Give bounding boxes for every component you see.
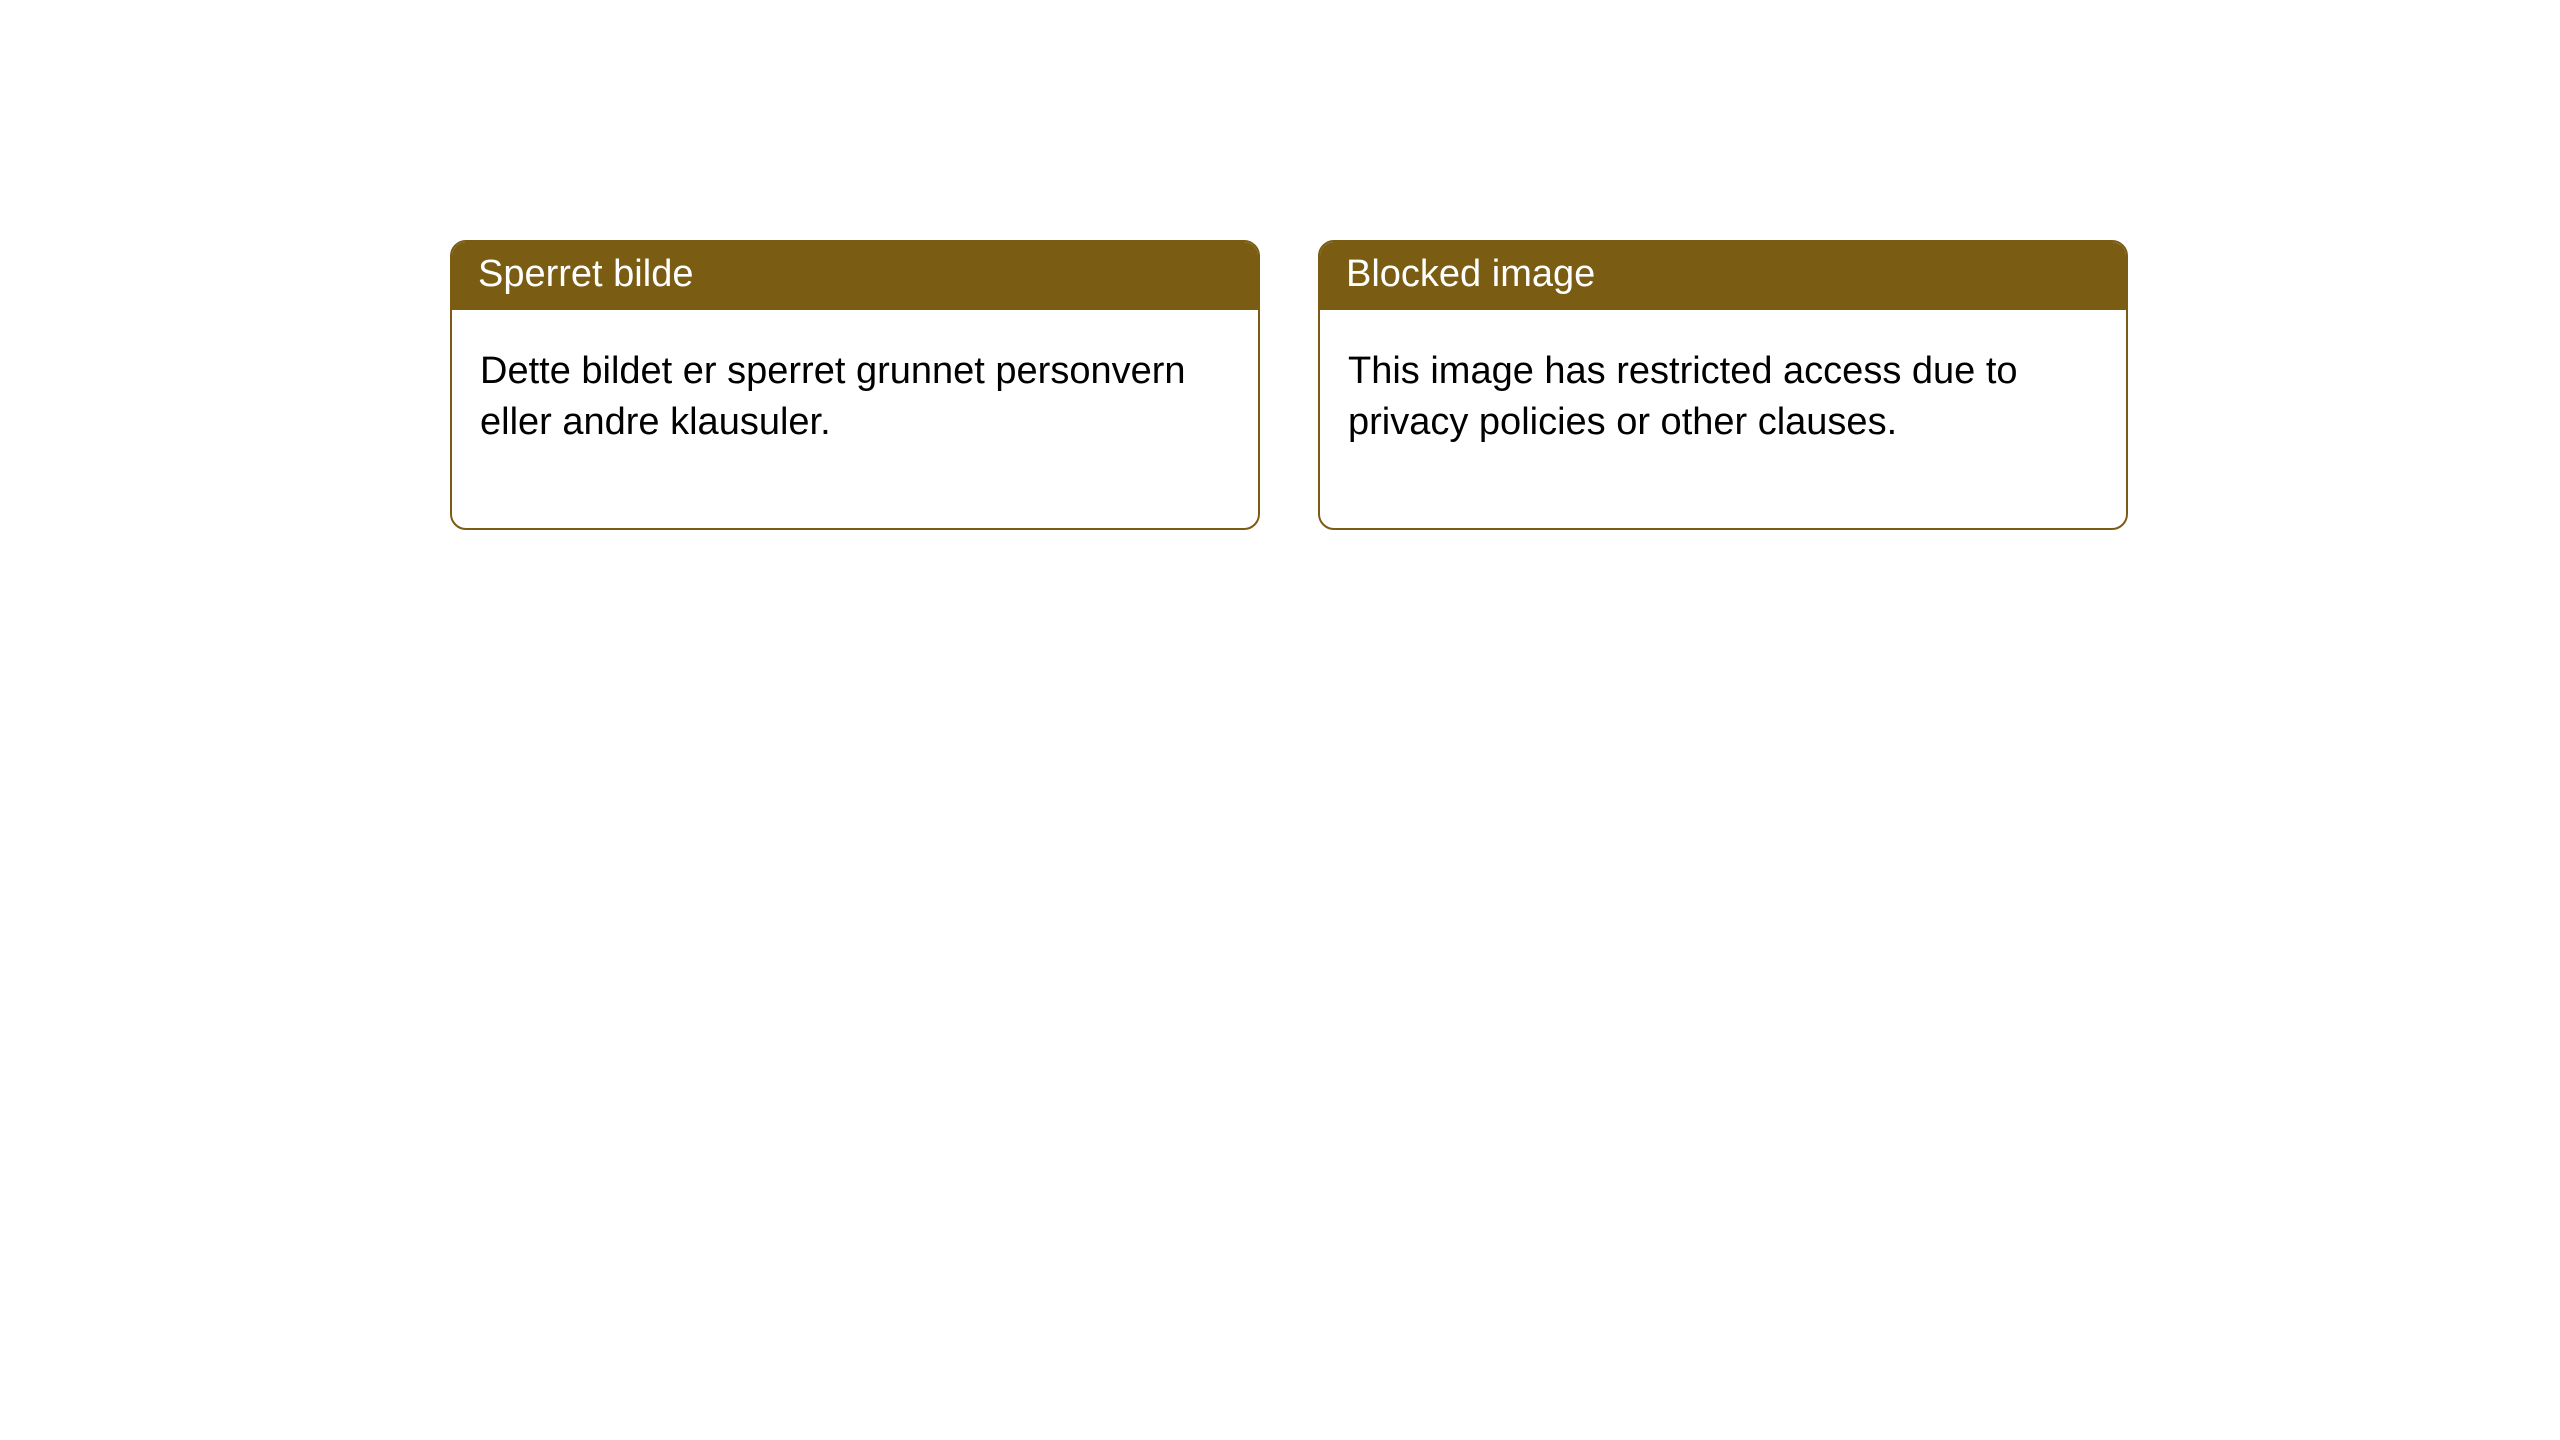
notice-box-norwegian: Sperret bilde Dette bildet er sperret gr… bbox=[450, 240, 1260, 530]
notice-body-norwegian: Dette bildet er sperret grunnet personve… bbox=[480, 346, 1200, 449]
notice-title-english: Blocked image bbox=[1320, 242, 2126, 310]
notice-body-norwegian-wrap: Dette bildet er sperret grunnet personve… bbox=[452, 310, 1258, 529]
notice-body-english: This image has restricted access due to … bbox=[1348, 346, 2068, 449]
notice-body-english-wrap: This image has restricted access due to … bbox=[1320, 310, 2126, 529]
notice-box-english: Blocked image This image has restricted … bbox=[1318, 240, 2128, 530]
notice-container: Sperret bilde Dette bildet er sperret gr… bbox=[0, 0, 2560, 530]
notice-title-norwegian: Sperret bilde bbox=[452, 242, 1258, 310]
